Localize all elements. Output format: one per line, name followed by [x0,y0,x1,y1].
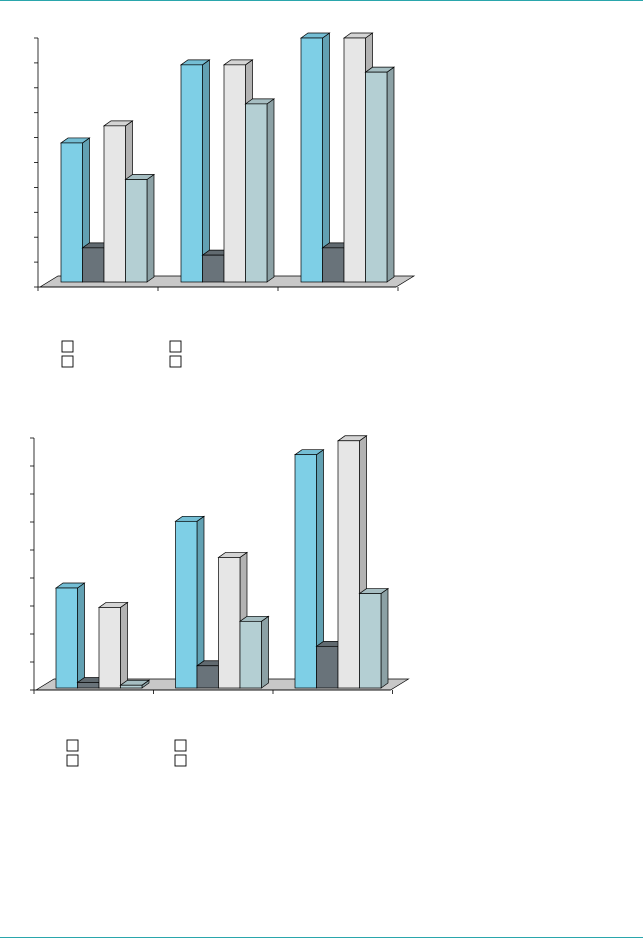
legend-swatch [66,739,79,752]
bar-front [245,103,268,283]
bar-front [175,520,198,689]
bar-front [359,593,382,689]
bar-side [202,59,210,283]
bar [174,515,206,689]
bar [244,98,276,283]
bar-front [343,37,366,283]
bar-front [316,645,339,689]
legend-swatch [174,739,187,752]
bar-side [380,587,389,689]
bar-front [300,37,323,283]
bar [97,601,129,689]
bar-front [180,64,203,283]
bar-chart-1 [34,32,416,368]
bar [54,582,86,689]
bar-front [322,247,345,283]
bar [293,448,325,689]
bar [364,66,396,283]
bar-front [82,247,105,283]
bar-front [294,454,317,689]
bar [358,587,390,689]
bar-front [55,587,78,689]
top-rule [0,0,643,1]
bar-front [120,684,143,689]
bar-chart-2 [30,435,410,767]
legend-swatch [61,355,74,368]
bar-front [196,665,219,689]
bar-side [120,601,128,689]
bar-front [98,607,121,689]
bar-front [103,125,126,283]
bar-side [266,98,275,283]
legend-swatch [169,355,182,368]
bar-side [146,173,155,283]
bar-front [365,71,388,283]
legend-swatch [66,754,79,767]
bar-front [218,557,241,689]
legend-swatch [61,340,74,353]
bar-front [77,682,100,689]
bar-front [337,440,360,689]
bar-front [125,179,148,283]
bar-front [60,142,83,283]
bar [124,173,156,283]
bar [179,59,211,283]
bar [119,679,151,689]
bar-side [77,582,85,689]
bar-side [386,66,395,283]
bar-side [261,615,269,689]
bar [299,32,331,283]
legend-swatch [169,340,182,353]
legend-swatch [174,754,187,767]
bar [238,615,270,689]
bar-front [239,620,262,689]
bar-front [223,64,246,283]
bar-front [202,254,225,283]
bottom-rule [0,937,643,938]
